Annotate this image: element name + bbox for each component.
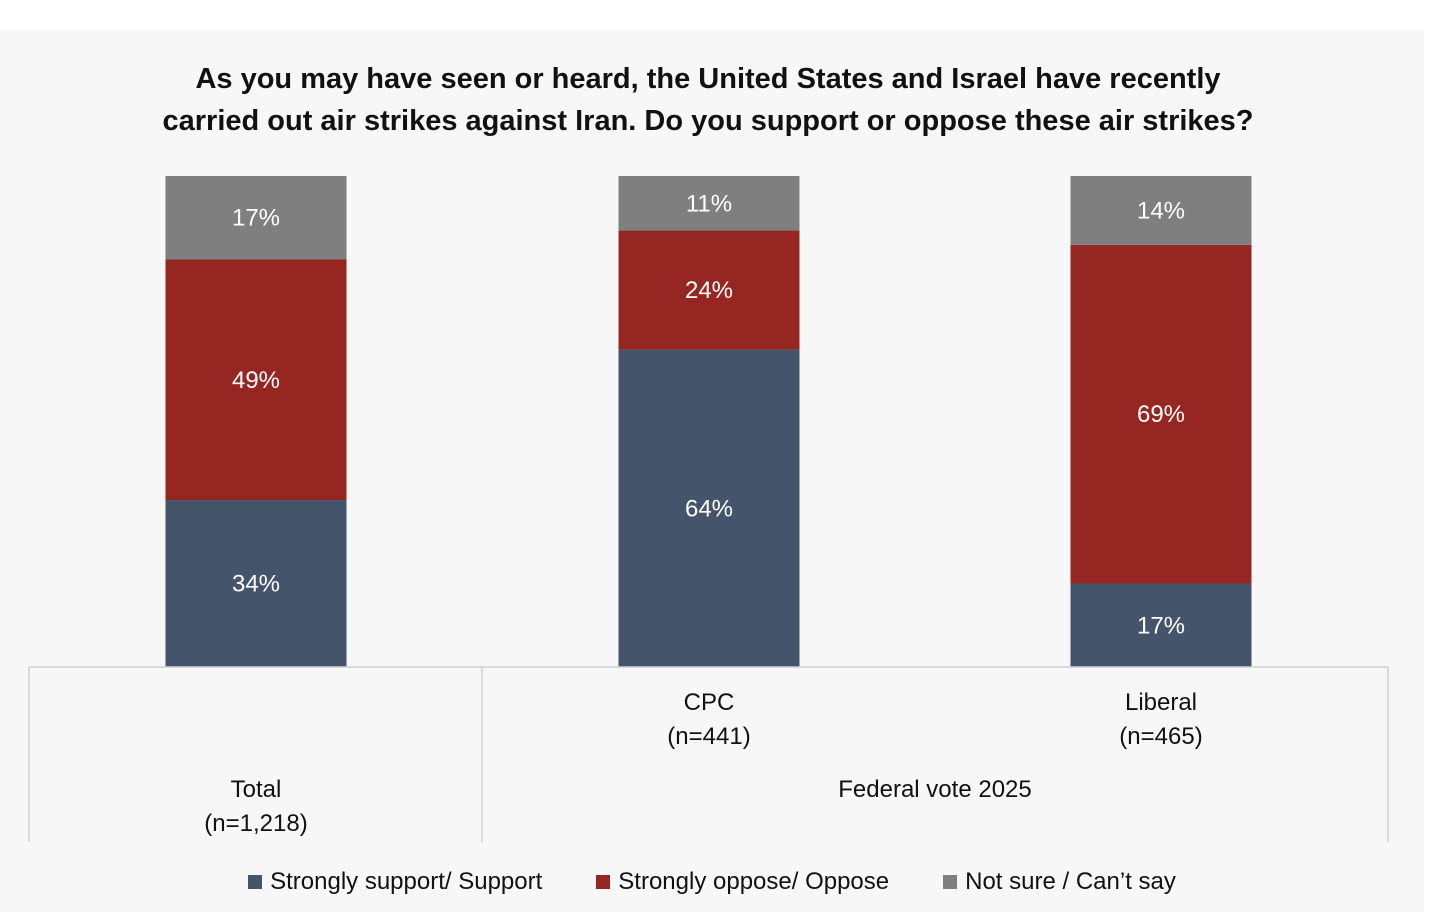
legend-item-not-sure: Not sure / Can’t say — [943, 868, 1176, 896]
legend-swatch-not-sure — [943, 875, 958, 889]
data-label-total-support: 34% — [232, 571, 280, 598]
chart-title: As you may have seen or heard, the Unite… — [0, 58, 1416, 142]
category-label-cpc: CPC (n=441) — [589, 686, 829, 754]
chart-title-line-1: As you may have seen or heard, the Unite… — [195, 63, 1221, 95]
legend-swatch-oppose — [596, 875, 611, 889]
bar-segment-total-support — [165, 500, 347, 667]
legend-swatch-support — [248, 875, 263, 889]
category-name: Liberal — [1124, 689, 1198, 716]
category-label-total: Total (n=1,218) — [136, 773, 376, 841]
data-label-liberal-support: 17% — [1137, 612, 1185, 639]
legend-item-oppose: Strongly oppose/ Oppose — [596, 868, 889, 896]
category-axis-table — [28, 666, 1389, 842]
bar-segment-liberal-support — [1070, 583, 1252, 667]
legend: Strongly support/ Support Strongly oppos… — [0, 868, 1424, 896]
bars-layer: 34% 49% 17% 64% 24% 11% 17% 69% 14% — [165, 176, 1252, 667]
bar-segment-cpc-oppose — [618, 230, 800, 350]
legend-label: Not sure / Can’t say — [965, 868, 1176, 895]
data-label-cpc-support: 64% — [685, 495, 733, 522]
group-label-federal-vote: Federal vote 2025 — [838, 776, 1032, 803]
category-label-liberal: Liberal (n=465) — [1041, 686, 1281, 754]
category-name: Total — [230, 776, 282, 803]
legend-label: Strongly support/ Support — [270, 868, 543, 895]
category-name: CPC — [683, 689, 735, 716]
legend-item-support: Strongly support/ Support — [248, 868, 542, 896]
category-sample-size: (n=441) — [667, 723, 751, 750]
bar-segment-total-not-sure — [165, 176, 347, 260]
bar-segment-cpc-not-sure — [618, 176, 800, 231]
chart-title-line-2: carried out air strikes against Iran. Do… — [162, 105, 1254, 137]
data-label-cpc-not-sure: 11% — [686, 190, 732, 217]
data-label-total-not-sure: 17% — [232, 205, 280, 232]
category-sample-size: (n=1,218) — [204, 810, 308, 837]
data-label-liberal-oppose: 69% — [1137, 401, 1185, 428]
bar-segment-cpc-support — [618, 349, 800, 667]
data-label-total-oppose: 49% — [232, 367, 280, 394]
data-label-liberal-not-sure: 14% — [1137, 197, 1185, 224]
legend-label: Strongly oppose/ Oppose — [618, 868, 890, 895]
bar-segment-liberal-not-sure — [1070, 176, 1252, 245]
bar-segment-liberal-oppose — [1070, 244, 1252, 584]
category-sample-size: (n=465) — [1119, 723, 1203, 750]
bar-segment-total-oppose — [165, 259, 347, 501]
data-label-cpc-oppose: 24% — [685, 277, 733, 304]
